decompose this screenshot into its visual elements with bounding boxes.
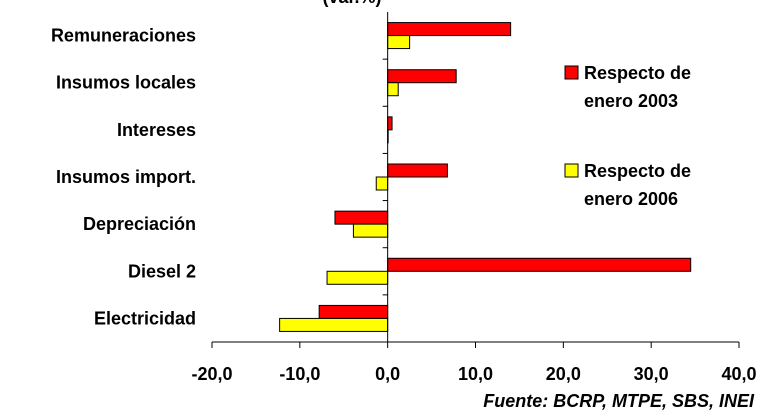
x-tick-label: -10,0 (279, 364, 320, 384)
bar-2006-0 (387, 35, 411, 50)
bar-2003-5 (387, 257, 692, 272)
bar-2006-6 (279, 317, 389, 332)
bar-2003-6 (318, 304, 389, 319)
x-tick-label: 30,0 (634, 364, 669, 384)
bar-2006-1 (387, 82, 399, 97)
bar-2006-4 (352, 223, 389, 238)
legend-label: Respecto de (584, 161, 691, 181)
legend-label: enero 2006 (584, 189, 678, 209)
category-label: Remuneraciones (51, 26, 196, 46)
bar-2003-4 (334, 210, 389, 225)
category-label: Insumos locales (56, 73, 196, 93)
chart-title-fragment: (var.%) (322, 0, 381, 7)
category-label: Intereses (117, 120, 196, 140)
category-label: Diesel 2 (128, 261, 196, 281)
bar-2003-2 (387, 116, 393, 131)
legend-swatch (564, 163, 579, 178)
bar-2006-5 (326, 270, 389, 285)
x-tick-label: 40,0 (721, 364, 756, 384)
category-label: Insumos import. (56, 167, 196, 187)
category-label: Electricidad (94, 308, 196, 328)
x-tick-label: 20,0 (546, 364, 581, 384)
legend-label: enero 2003 (584, 91, 678, 111)
legend-label: Respecto de (584, 63, 691, 83)
source-note: Fuente: BCRP, MTPE, SBS, INEI (483, 391, 754, 411)
bar-2003-0 (387, 22, 512, 37)
category-label: Depreciación (83, 214, 196, 234)
bar-2003-3 (387, 163, 448, 178)
bar-2003-1 (387, 69, 457, 84)
x-tick-label: 10,0 (458, 364, 493, 384)
x-tick-label: -20,0 (191, 364, 232, 384)
legend-swatch (564, 65, 579, 80)
x-tick-label: 0,0 (375, 364, 400, 384)
bar-2006-3 (375, 176, 389, 191)
